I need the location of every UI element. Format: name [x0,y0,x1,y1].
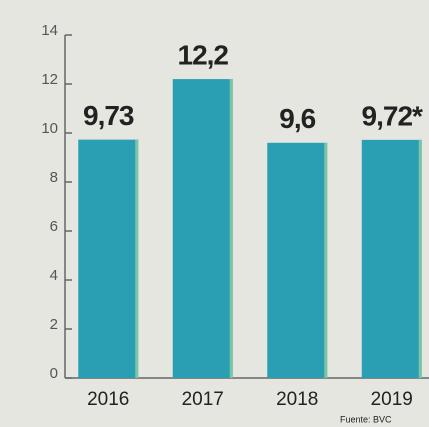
bar [78,139,139,378]
value-label: 9,73 [83,100,134,131]
value-label: 9,6 [279,103,315,134]
bar-edge [418,139,422,378]
y-tick-label: 4 [50,267,58,284]
y-tick-label: 10 [41,120,58,137]
value-label: 12,2 [178,39,229,70]
bar [267,142,328,378]
y-tick-label: 8 [50,169,58,186]
y-tick-label: 0 [50,365,58,382]
bar-edge [229,79,233,378]
bar [361,139,422,378]
x-tick-label: 2016 [87,389,129,410]
source: Fuente: BVC [340,414,392,424]
x-tick-label: 2019 [371,389,413,410]
x-tick-label: 2017 [182,389,224,410]
value-label: 9,72* [362,100,423,131]
bar-edge [324,142,328,378]
y-tick-label: 12 [41,71,58,88]
y-tick-label: 2 [50,316,58,333]
y-tick-label: 14 [41,22,58,39]
bar-edge [135,139,139,378]
x-tick-label: 2018 [276,389,318,410]
bar [172,79,233,378]
y-tick-label: 6 [50,218,58,235]
